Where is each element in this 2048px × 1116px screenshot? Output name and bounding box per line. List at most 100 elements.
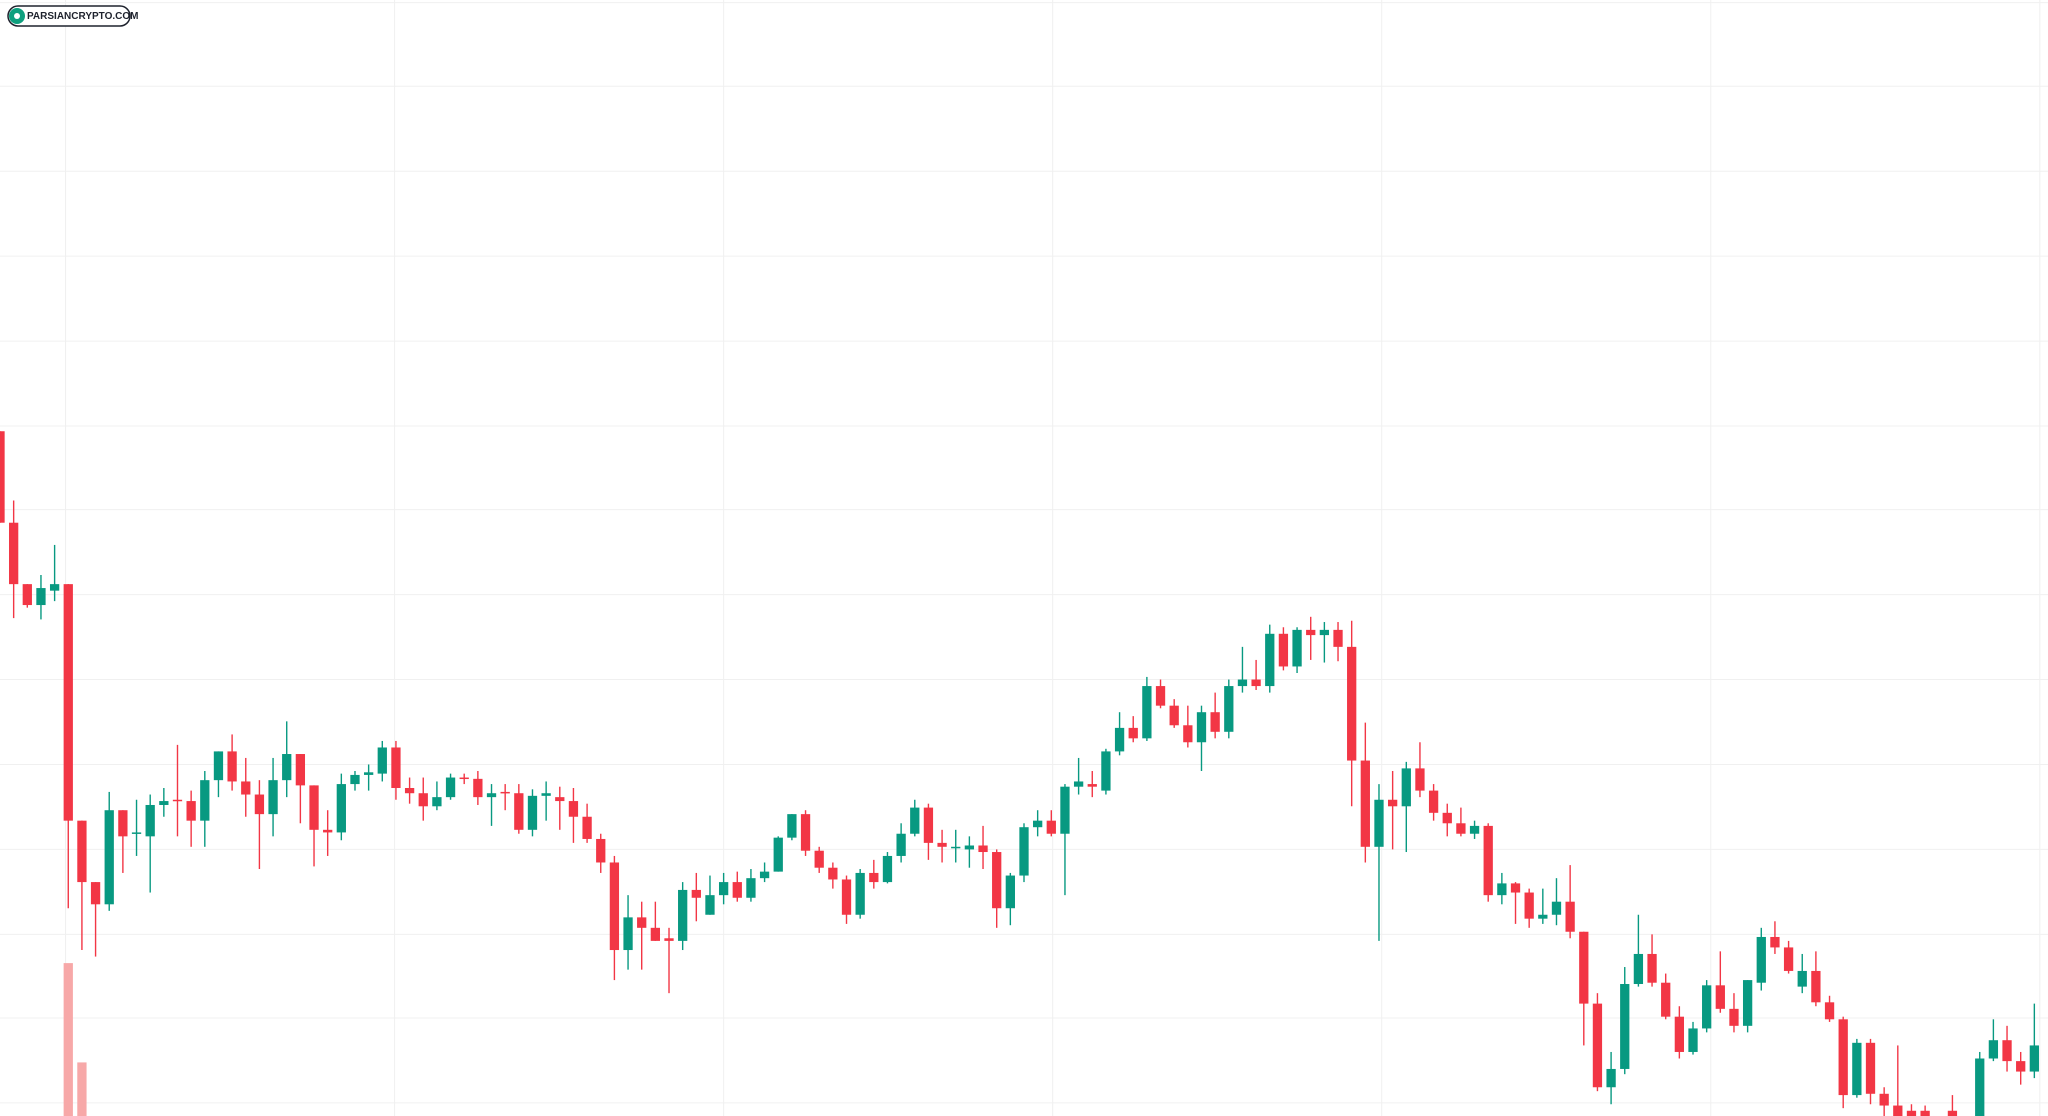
candle-body [1155,686,1166,706]
candle-body [2029,1045,2039,1072]
candle-body [1251,679,1261,687]
candle-body [254,794,265,815]
candle-body [514,793,524,830]
candle-body [1196,712,1207,743]
candle-body [718,882,729,896]
logo-icon-dot [14,13,20,19]
candle-body [650,927,661,941]
candle-body [1319,629,1330,636]
candle-body [1210,712,1220,732]
candle-body [2002,1040,2012,1062]
candle-body [145,804,155,837]
candle-body [1783,947,1794,971]
candle-body [1988,1040,1999,1059]
candle-body [623,917,633,951]
candle-body [2016,1061,2026,1072]
candle-body [1838,1019,1848,1096]
candle-body [568,801,579,817]
candle-body [978,845,988,853]
candle-body [664,938,674,941]
candle-body [1456,823,1466,834]
candle-body [1756,936,1766,983]
candle-body [377,747,387,774]
candle-body [1824,1002,1835,1020]
candle-body [732,882,742,898]
candle-body [1469,825,1480,834]
candle-body [1715,985,1725,1009]
candle-body [555,797,565,802]
candle-body [773,837,783,872]
candle-body [1073,781,1084,787]
candle-body [1142,686,1152,739]
candle-body [1237,679,1248,687]
candle-body [49,584,60,591]
candle-body [1265,633,1275,687]
candle-body [459,777,469,780]
candle-body [1538,914,1548,919]
candle-body [418,793,428,807]
candle-body [77,820,87,883]
candle-body [1510,883,1521,893]
candle-body [486,793,497,798]
candle-body [1114,727,1125,752]
candle-body [1579,931,1589,1004]
logo: PARSIANCRYPTO.COM [7,5,139,27]
candle-body [1497,883,1507,896]
candle-body [1729,1008,1739,1026]
candle-body [596,838,606,863]
candle-body [1442,812,1452,824]
candle-body [1060,786,1070,834]
candle-body [1415,768,1425,791]
candle-body [896,833,906,856]
candle-body [1401,768,1411,807]
candle-body [1224,686,1234,732]
volume [63,963,87,1116]
candle-body [1360,760,1370,847]
candle-body [527,795,538,830]
candle-body [186,801,196,821]
candle-body [746,878,756,898]
candle-body [582,816,592,839]
candle-body [268,780,278,815]
candle-body [0,431,5,523]
candle-body [1674,1016,1685,1052]
candle-body [1333,629,1343,647]
candle-body [1770,936,1780,948]
candle-body [131,832,142,834]
candle-body [1620,984,1630,1069]
candle-body [404,787,415,794]
candle-body [63,584,73,821]
candle-body [363,772,374,775]
candle-body [282,754,292,781]
candle-body [172,799,183,802]
candle-body [828,867,838,880]
candle-body [637,917,647,928]
candle-body [9,522,19,585]
candle-body [200,780,210,821]
candle-body [1893,1105,1903,1116]
candle-body [1633,953,1644,985]
candle-body [882,855,893,883]
candle-body [1306,629,1316,636]
candle-body [1906,1110,1917,1116]
candle-body [104,810,114,905]
candle-body [323,829,333,833]
candle-body [1374,799,1384,847]
candle-body [1647,953,1657,983]
candle-body [241,781,251,795]
candle-body [473,778,483,798]
candle-body [869,872,879,883]
candle-body [36,588,46,606]
candle-body [90,882,101,905]
candle-body [1879,1093,1889,1106]
candle-body [309,785,319,830]
candle-body [964,845,975,850]
candle-body [814,850,824,868]
candle-body [295,754,306,786]
candle-body [759,871,770,879]
volume-bar [77,1062,87,1116]
candle-body [1483,825,1493,896]
candle-body [1347,646,1357,761]
candle-body [1005,875,1015,909]
